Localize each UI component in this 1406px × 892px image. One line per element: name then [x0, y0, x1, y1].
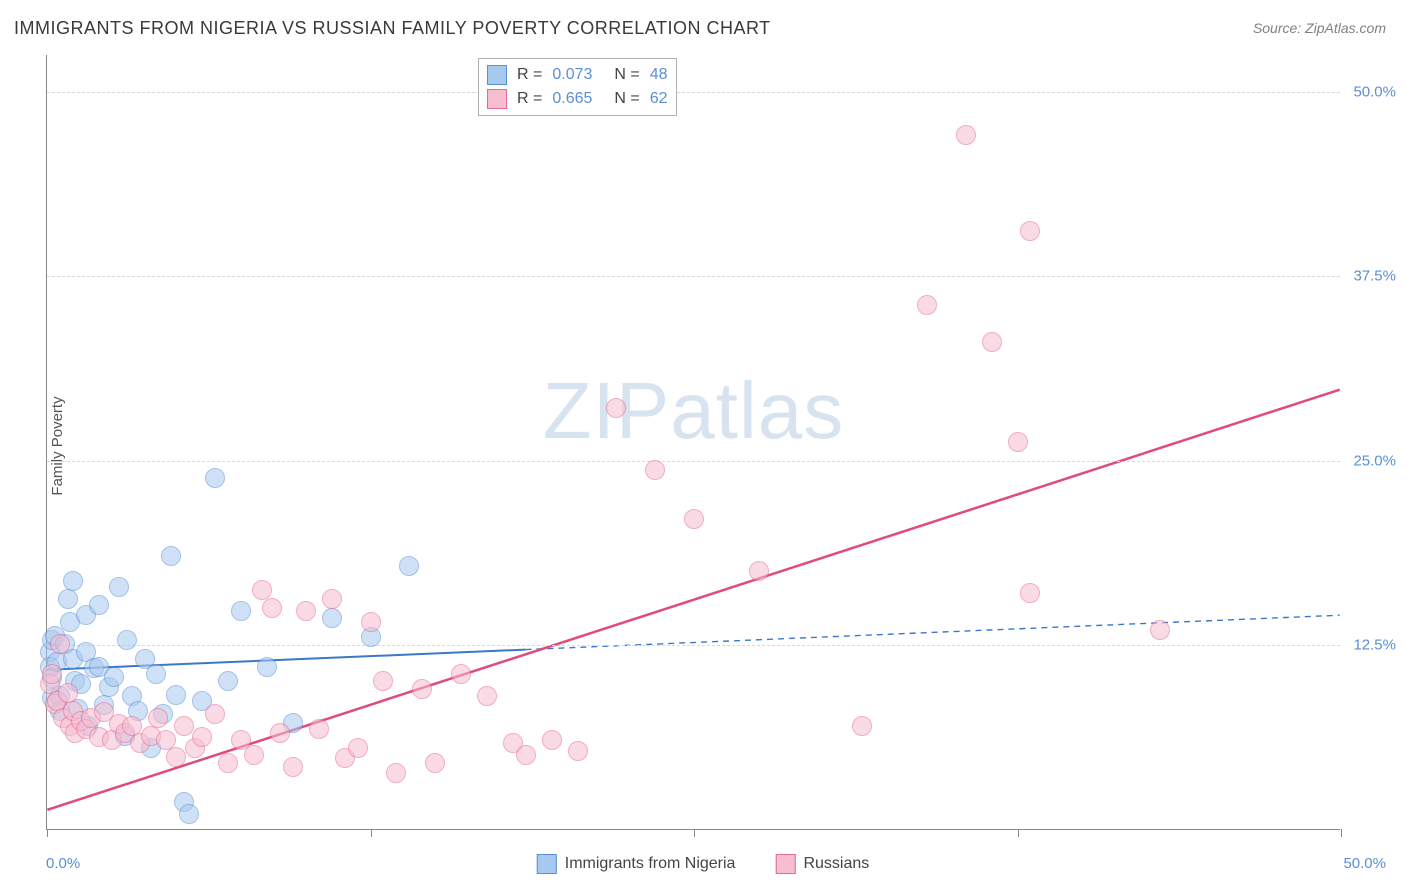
data-point-series-1	[50, 634, 70, 654]
stats-n-value-1: 62	[650, 90, 668, 108]
data-point-series-1	[606, 398, 626, 418]
legend-item-0: Immigrants from Nigeria	[537, 854, 736, 874]
watermark-atlas: atlas	[670, 366, 844, 455]
data-point-series-1	[451, 664, 471, 684]
x-tick	[694, 829, 695, 837]
data-point-series-1	[174, 716, 194, 736]
grid-line-h	[47, 645, 1340, 646]
grid-line-h	[47, 92, 1340, 93]
bottom-legend: Immigrants from Nigeria Russians	[537, 854, 870, 874]
data-point-series-1	[852, 716, 872, 736]
y-tick-label: 50.0%	[1353, 83, 1396, 100]
data-point-series-1	[42, 664, 62, 684]
plot-area: ZIPatlas 12.5%25.0%37.5%50.0%	[46, 55, 1340, 830]
data-point-series-0	[161, 546, 181, 566]
data-point-series-0	[218, 671, 238, 691]
data-point-series-1	[309, 719, 329, 739]
data-point-series-1	[982, 332, 1002, 352]
data-point-series-1	[361, 612, 381, 632]
data-point-series-1	[148, 708, 168, 728]
x-tick	[47, 829, 48, 837]
stats-row-series-1: R = 0.665 N = 62	[487, 87, 668, 111]
data-point-series-1	[205, 704, 225, 724]
x-tick	[1341, 829, 1342, 837]
data-point-series-1	[1008, 432, 1028, 452]
stats-r-value-1: 0.665	[552, 90, 592, 108]
data-point-series-1	[425, 753, 445, 773]
data-point-series-1	[166, 747, 186, 767]
data-point-series-1	[218, 753, 238, 773]
data-point-series-1	[1150, 620, 1170, 640]
data-point-series-1	[917, 295, 937, 315]
y-tick-label: 25.0%	[1353, 452, 1396, 469]
data-point-series-0	[109, 577, 129, 597]
swatch-series-0	[487, 65, 507, 85]
stats-n-label-0: N =	[614, 66, 639, 84]
y-tick-label: 12.5%	[1353, 637, 1396, 654]
data-point-series-1	[749, 561, 769, 581]
data-point-series-1	[386, 763, 406, 783]
data-point-series-1	[568, 741, 588, 761]
source-attribution: Source: ZipAtlas.com	[1253, 20, 1386, 36]
chart-container: IMMIGRANTS FROM NIGERIA VS RUSSIAN FAMIL…	[0, 0, 1406, 892]
data-point-series-1	[262, 598, 282, 618]
data-point-series-1	[684, 509, 704, 529]
data-point-series-0	[117, 630, 137, 650]
stats-row-series-0: R = 0.073 N = 48	[487, 63, 668, 87]
swatch-series-1	[487, 89, 507, 109]
data-point-series-1	[542, 730, 562, 750]
data-point-series-0	[205, 468, 225, 488]
grid-line-h	[47, 461, 1340, 462]
x-axis-start-label: 0.0%	[46, 855, 80, 872]
data-point-series-1	[412, 679, 432, 699]
data-point-series-1	[296, 601, 316, 621]
legend-swatch-1	[775, 854, 795, 874]
data-point-series-1	[645, 460, 665, 480]
data-point-series-0	[104, 667, 124, 687]
trendlines-svg	[47, 55, 1340, 829]
legend-swatch-0	[537, 854, 557, 874]
data-point-series-0	[257, 657, 277, 677]
data-point-series-0	[89, 595, 109, 615]
y-tick-label: 37.5%	[1353, 268, 1396, 285]
data-point-series-1	[1020, 583, 1040, 603]
legend-label-0: Immigrants from Nigeria	[565, 855, 736, 873]
watermark: ZIPatlas	[543, 365, 844, 457]
data-point-series-0	[58, 589, 78, 609]
trendline-dashed-series-0	[525, 615, 1339, 649]
stats-r-label-1: R =	[517, 90, 542, 108]
data-point-series-0	[399, 556, 419, 576]
data-point-series-0	[231, 601, 251, 621]
stats-r-label-0: R =	[517, 66, 542, 84]
data-point-series-1	[477, 686, 497, 706]
data-point-series-1	[373, 671, 393, 691]
legend-item-1: Russians	[775, 854, 869, 874]
data-point-series-1	[956, 125, 976, 145]
data-point-series-0	[179, 804, 199, 824]
data-point-series-1	[348, 738, 368, 758]
data-point-series-0	[146, 664, 166, 684]
data-point-series-1	[192, 727, 212, 747]
data-point-series-0	[166, 685, 186, 705]
data-point-series-1	[1020, 221, 1040, 241]
stats-n-label-1: N =	[614, 90, 639, 108]
data-point-series-1	[283, 757, 303, 777]
data-point-series-0	[322, 608, 342, 628]
stats-legend-box: R = 0.073 N = 48 R = 0.665 N = 62	[478, 58, 677, 116]
stats-r-value-0: 0.073	[552, 66, 592, 84]
x-tick	[371, 829, 372, 837]
legend-label-1: Russians	[803, 855, 869, 873]
x-axis-end-label: 50.0%	[1343, 855, 1386, 872]
x-tick	[1018, 829, 1019, 837]
chart-title: IMMIGRANTS FROM NIGERIA VS RUSSIAN FAMIL…	[14, 18, 771, 39]
grid-line-h	[47, 276, 1340, 277]
data-point-series-1	[270, 723, 290, 743]
data-point-series-1	[244, 745, 264, 765]
data-point-series-1	[516, 745, 536, 765]
stats-n-value-0: 48	[650, 66, 668, 84]
data-point-series-1	[322, 589, 342, 609]
data-point-series-0	[63, 571, 83, 591]
